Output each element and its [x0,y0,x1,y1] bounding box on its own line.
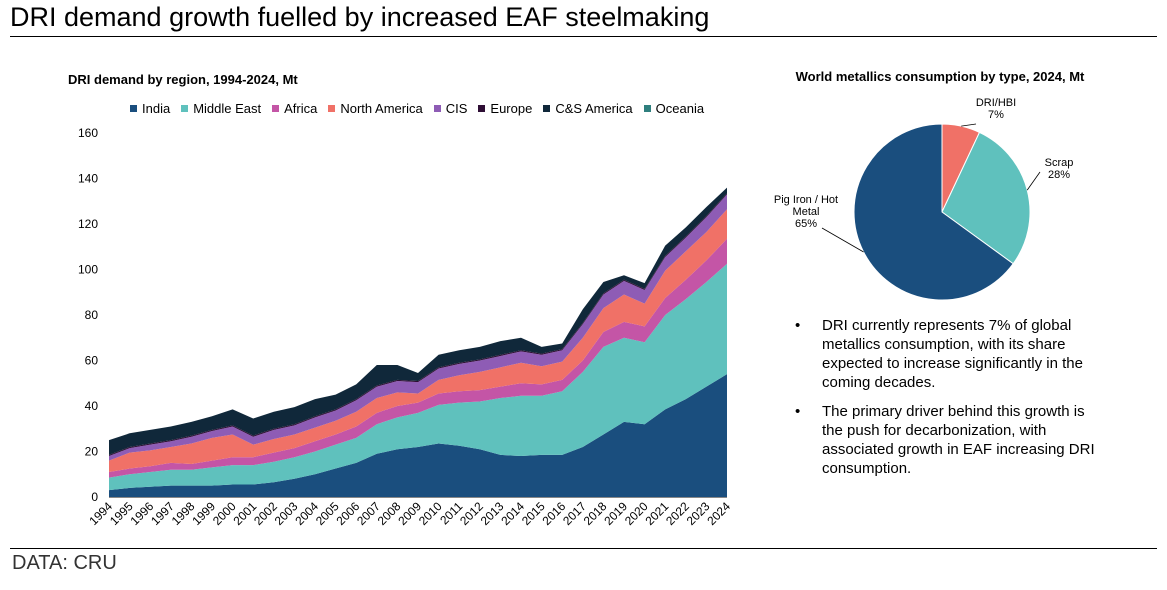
x-tick-label: 2024 [704,499,733,528]
legend-swatch [643,105,651,112]
pie-leader-line [821,227,864,253]
y-tick-label: 140 [78,172,98,186]
legend-item-africa: Africa [272,101,317,116]
legend-swatch [433,105,441,112]
pie-label-dri-hbi: DRI/HBI 7% [976,97,1016,121]
footer-divider [10,548,1157,549]
y-tick-label: 160 [78,126,98,140]
title-divider [10,36,1157,37]
pie-label-scrap: Scrap 28% [1045,157,1074,181]
legend-label: Europe [490,101,533,116]
legend-swatch [328,105,336,112]
legend-swatch [181,105,189,112]
area-series-c-s-america [109,187,727,455]
pie-chart: DRI/HBI 7% Scrap 28% Pig Iron / Hot Metal 65% [774,97,1074,301]
data-source: DATA: CRU [12,552,117,574]
legend-item-cis: CIS [433,101,468,116]
legend-item-c-s-america: C&S America [543,101,633,116]
legend-item-europe: Europe [478,101,532,116]
y-tick-label: 60 [85,354,99,368]
page-title: DRI demand growth fuelled by increased E… [10,2,710,32]
legend-label: India [142,101,171,116]
legend-label: Africa [284,101,318,116]
legend-label: North America [340,101,423,116]
legend-item-middle-east: Middle East [181,101,261,116]
area-chart: 0204060801001201401601994199519961997199… [78,126,733,528]
pie-label-pig-iron-hot-metal: Pig Iron / Hot Metal 65% [774,194,838,230]
legend-item-india: India [130,101,170,116]
legend-item-oceania: Oceania [643,101,705,116]
legend-swatch [272,105,280,112]
legend-swatch [130,105,137,112]
y-tick-label: 20 [85,445,99,459]
area-series-middle-east [109,263,727,491]
y-tick-label: 0 [91,490,98,504]
pie-chart-title: World metallics consumption by type, 202… [795,69,1085,84]
y-tick-label: 80 [85,308,99,322]
area-chart-legend: India Middle East Africa North America CIS Eu… [130,101,715,116]
note-item: The primary driver behind this growth is… [795,402,1095,478]
area-series-india [109,374,727,497]
pie-leader-line [1026,171,1041,191]
legend-item-north-america: North America [328,101,423,116]
legend-swatch [478,105,486,112]
y-tick-label: 120 [78,217,98,231]
y-tick-label: 100 [78,263,98,277]
pie-leader-line [961,123,977,127]
legend-label: C&S America [555,101,633,116]
notes-list: DRI currently represents 7% of global me… [795,316,1095,488]
y-tick-label: 40 [85,399,99,413]
legend-label: Middle East [193,101,262,116]
legend-swatch [543,105,551,112]
legend-label: Oceania [655,101,705,116]
legend-label: CIS [445,101,468,116]
area-chart-title: DRI demand by region, 1994-2024, Mt [68,72,298,87]
note-item: DRI currently represents 7% of global me… [795,316,1095,392]
